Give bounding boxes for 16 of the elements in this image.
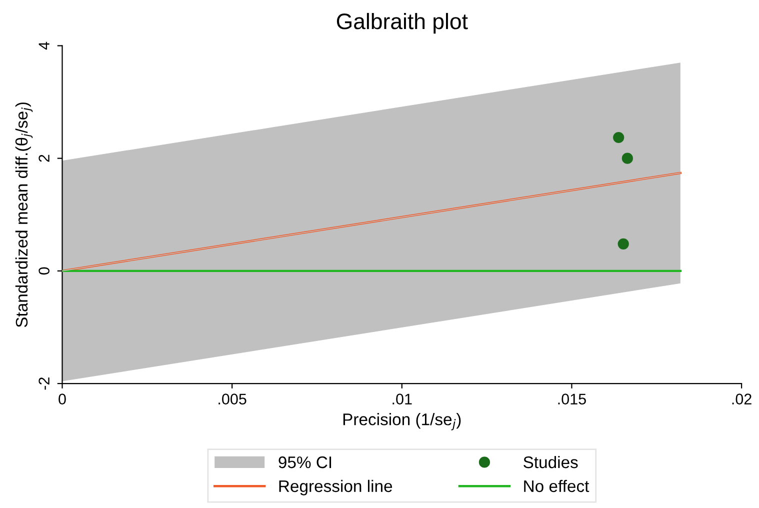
- legend-label: Studies: [524, 456, 578, 468]
- x-tick-label: 0: [58, 394, 66, 404]
- y-axis-title: Standardized mean diff.(θ$_{j}$/se$_{j}$): [15, 102, 33, 328]
- x-tick-label: .02: [732, 394, 752, 404]
- x-tick-label: .015: [558, 394, 586, 404]
- y-tick-label: 4: [38, 42, 50, 50]
- x-tick-label: .01: [392, 394, 412, 404]
- legend-label: 95% CI: [278, 456, 332, 468]
- chart-title: Galbraith plot: [336, 12, 468, 34]
- y-tick-label: -2: [38, 378, 50, 390]
- y-tick-label: 0: [38, 267, 50, 275]
- legend-label: No effect: [524, 480, 590, 492]
- y-tick-label: 2: [38, 154, 50, 162]
- legend-label: Regression line: [279, 480, 392, 496]
- x-tick-label: .005: [218, 394, 246, 404]
- x-axis-title: Precision (1/se$_{j}$): [343, 413, 461, 430]
